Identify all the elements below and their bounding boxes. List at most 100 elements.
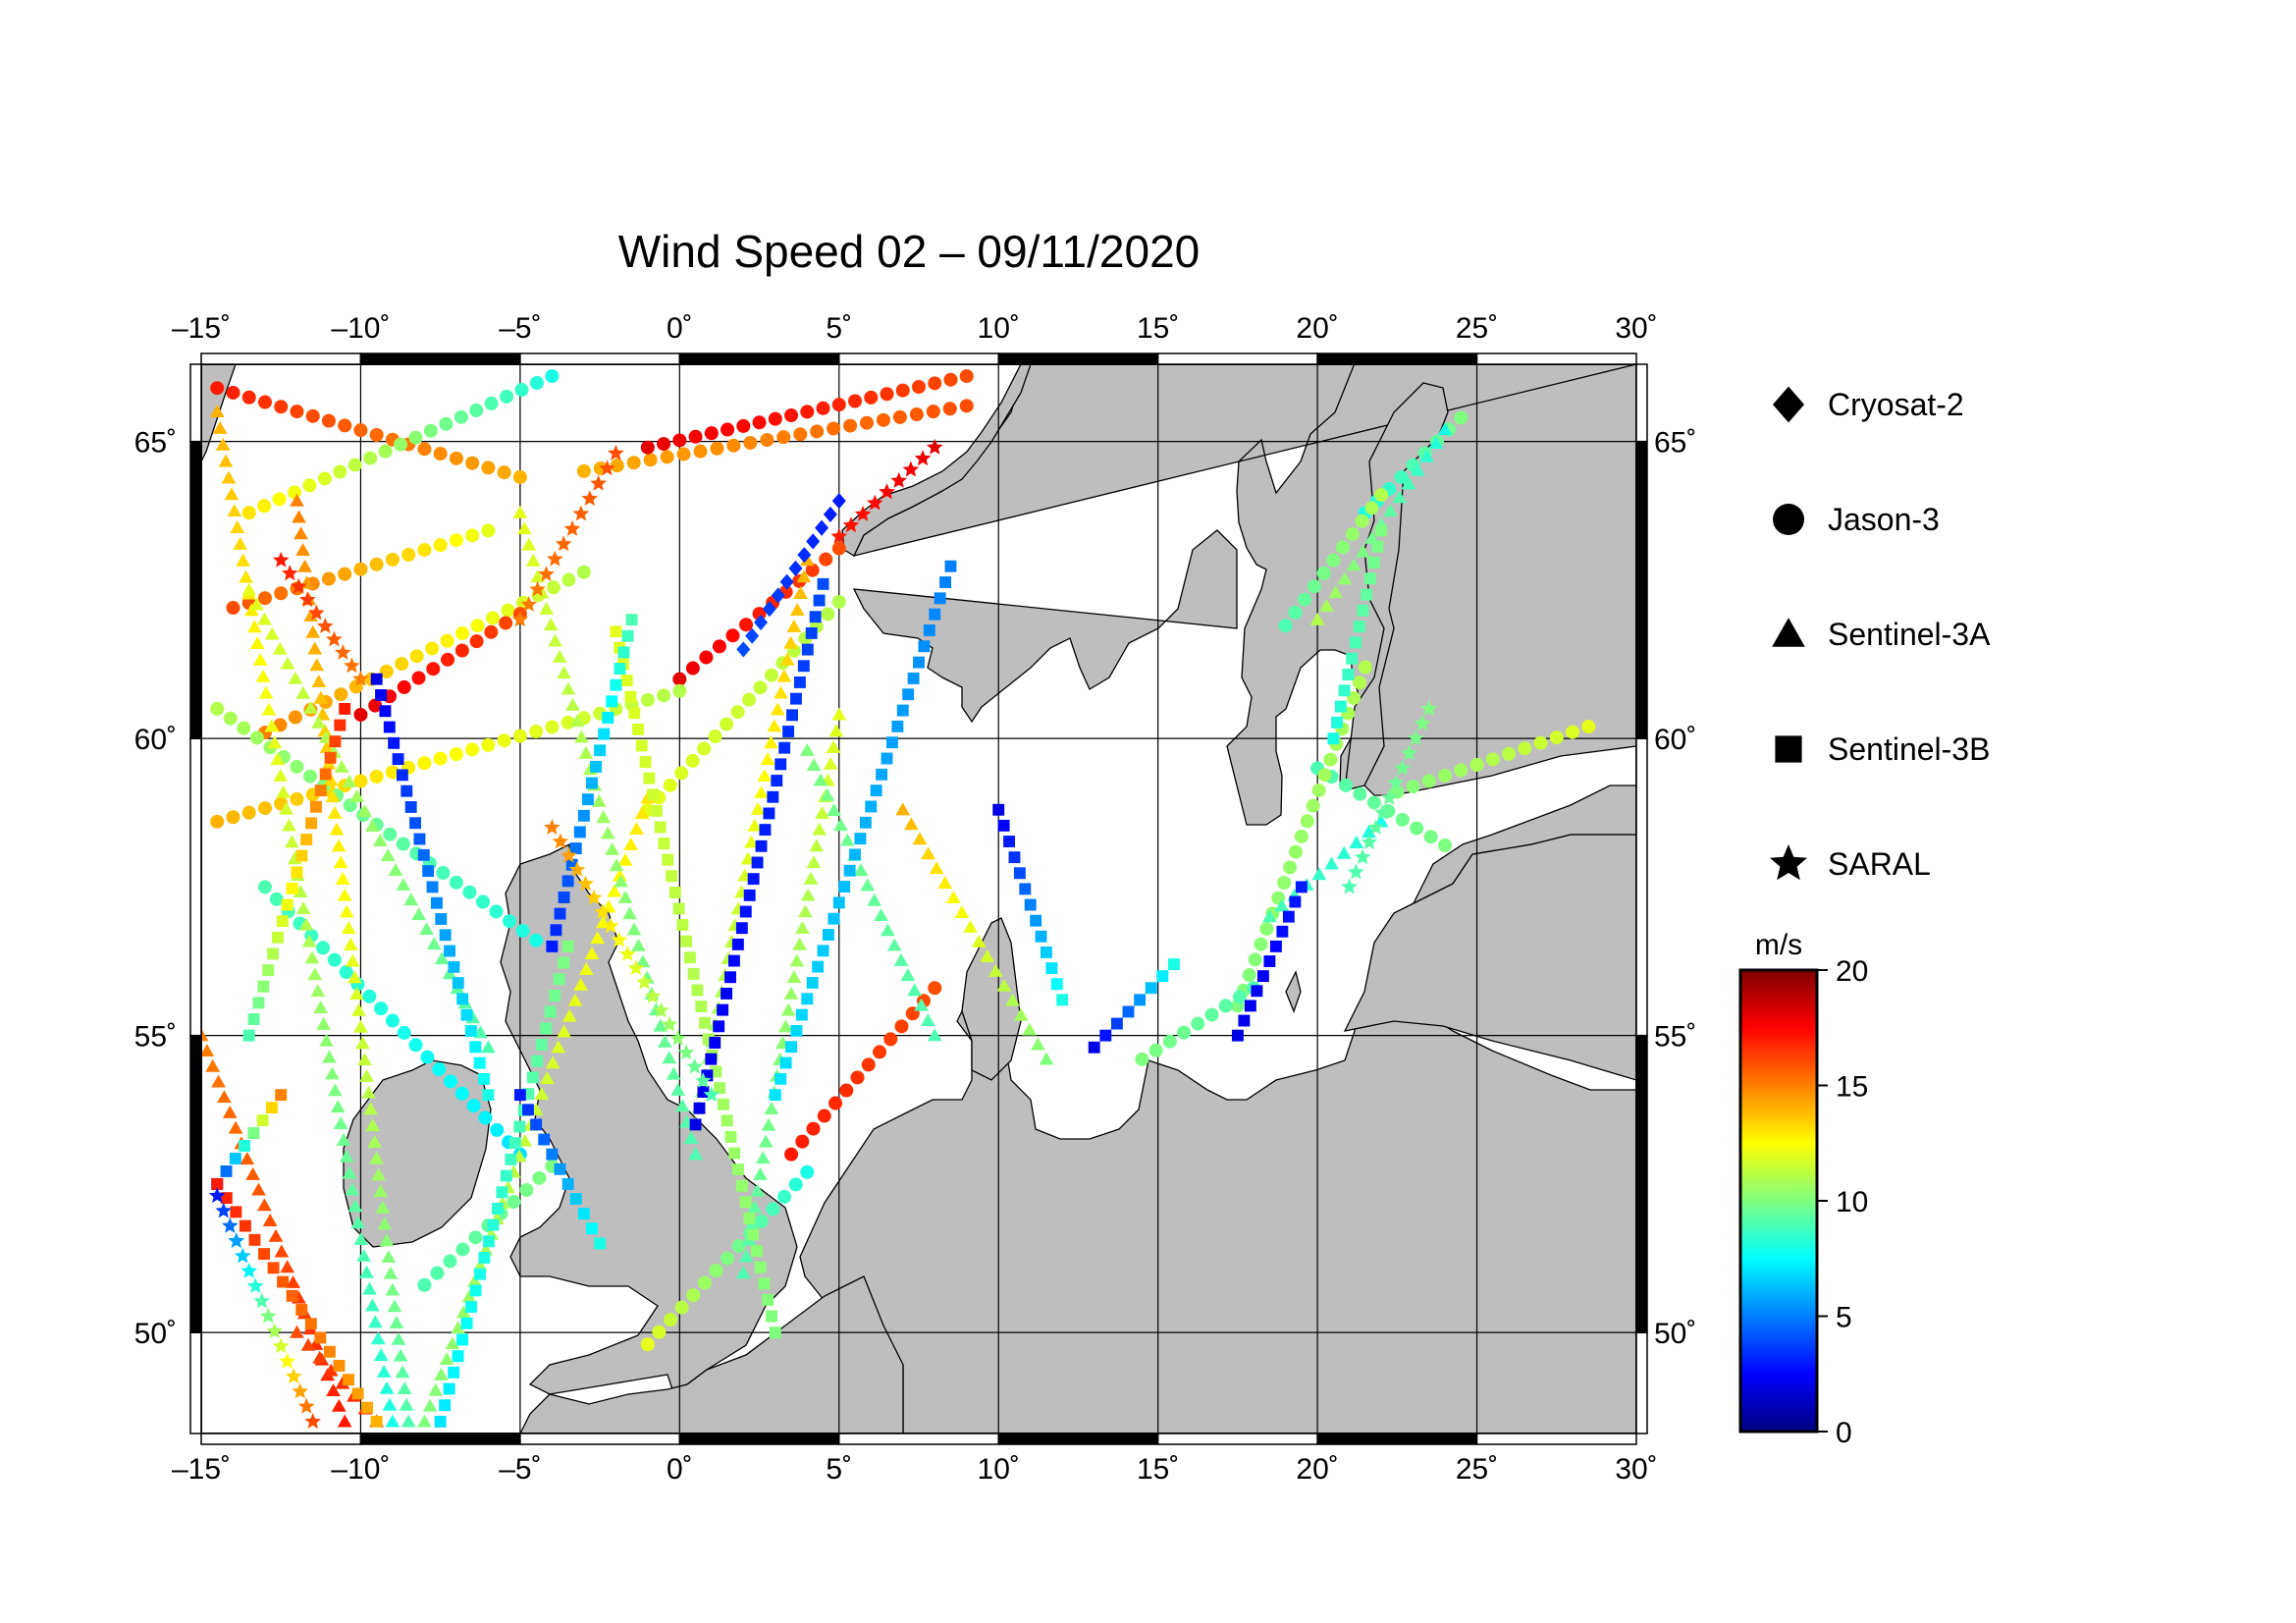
track-point: [880, 387, 894, 402]
track-point: [1319, 598, 1334, 612]
track-point: [1364, 530, 1380, 544]
track-point: [551, 1040, 566, 1054]
track-point: [581, 490, 599, 506]
track-point: [220, 1192, 233, 1205]
track-point: [449, 451, 463, 465]
track-point: [240, 1152, 255, 1165]
track-point: [896, 704, 909, 717]
track-point: [290, 577, 307, 594]
track-point: [833, 818, 848, 832]
track-point: [333, 1116, 348, 1130]
track-point: [934, 592, 946, 605]
track-point: [370, 673, 383, 685]
track-point: [1346, 558, 1362, 571]
track-point: [481, 1040, 496, 1054]
track-point: [812, 960, 825, 973]
track-point: [780, 1002, 796, 1016]
track-point: [350, 1216, 366, 1229]
frame-bar-left: [189, 1034, 202, 1333]
track-point: [478, 1072, 490, 1085]
track-point: [1338, 684, 1351, 697]
track-point: [876, 412, 890, 427]
track-point: [639, 756, 652, 769]
track-point: [434, 951, 450, 965]
track-point: [594, 1237, 607, 1250]
track-point: [385, 1013, 400, 1028]
track-point: [1327, 732, 1340, 745]
track-point: [631, 938, 646, 951]
track-point: [540, 1022, 553, 1035]
track-point: [531, 1055, 544, 1067]
track-point: [561, 940, 574, 952]
track-point: [456, 1333, 469, 1346]
track-point: [627, 959, 645, 976]
track-point: [305, 408, 320, 423]
track-point: [822, 929, 834, 941]
track-point: [636, 973, 653, 990]
lat-tick-label-left: 55˚: [134, 1021, 177, 1054]
track-point: [874, 908, 888, 921]
track-point: [815, 519, 829, 536]
track-point: [221, 1217, 239, 1233]
track-point: [500, 389, 514, 404]
track-point: [1336, 540, 1351, 555]
track-point: [538, 1133, 551, 1146]
track-point: [445, 1336, 460, 1350]
track-point: [663, 778, 677, 792]
track-point: [261, 702, 277, 716]
track-point: [420, 1050, 435, 1064]
track-point: [500, 1169, 512, 1182]
track-point: [805, 626, 818, 639]
track-point: [621, 629, 634, 642]
track-point: [801, 643, 814, 656]
track-point: [455, 1242, 470, 1257]
track-point: [751, 856, 764, 869]
track-point: [902, 460, 920, 477]
track-point: [561, 1008, 577, 1022]
track-point: [1406, 780, 1420, 794]
track-point: [272, 641, 288, 655]
track-point: [992, 803, 1005, 816]
track-point: [389, 1316, 404, 1329]
track-point: [550, 924, 562, 937]
track-point: [860, 415, 875, 430]
track-point: [1309, 612, 1325, 625]
track-point: [842, 516, 860, 533]
track-point: [338, 418, 352, 433]
legend-item: Sentinel-3B: [1775, 731, 1990, 767]
track-point: [529, 933, 544, 947]
track-point: [326, 1383, 341, 1397]
track-point: [294, 526, 308, 540]
track-point: [1469, 757, 1484, 772]
track-point: [561, 1177, 574, 1190]
track-point: [461, 1289, 477, 1303]
track-point: [688, 429, 703, 444]
track-point: [282, 818, 296, 832]
track-point: [300, 834, 313, 845]
legend-item-label: Sentinel-3A: [1828, 617, 1991, 652]
lon-tick-label-bottom: 5˚: [826, 1453, 852, 1486]
track-point: [247, 1013, 260, 1025]
track-point: [703, 1086, 721, 1103]
track-point: [434, 1415, 447, 1428]
track-point: [1041, 947, 1052, 958]
track-point: [714, 1082, 726, 1095]
track-point: [832, 896, 845, 909]
track-point: [549, 990, 561, 1001]
track-point: [647, 788, 660, 801]
track-point: [670, 1082, 686, 1096]
track-point: [1420, 700, 1438, 716]
track-point: [276, 784, 291, 798]
frame-bar-bottom: [1316, 1433, 1478, 1445]
track-point: [739, 618, 754, 632]
finland-land: [1344, 382, 1449, 791]
lon-tick-label-bottom: 25˚: [1456, 1453, 1498, 1486]
track-point: [666, 870, 677, 883]
track-point: [444, 1074, 458, 1089]
track-point: [319, 739, 335, 753]
track-point: [900, 968, 916, 982]
track-point: [1262, 909, 1277, 923]
track-point: [809, 839, 825, 852]
track-point: [713, 1020, 725, 1033]
track-point: [1242, 968, 1256, 983]
